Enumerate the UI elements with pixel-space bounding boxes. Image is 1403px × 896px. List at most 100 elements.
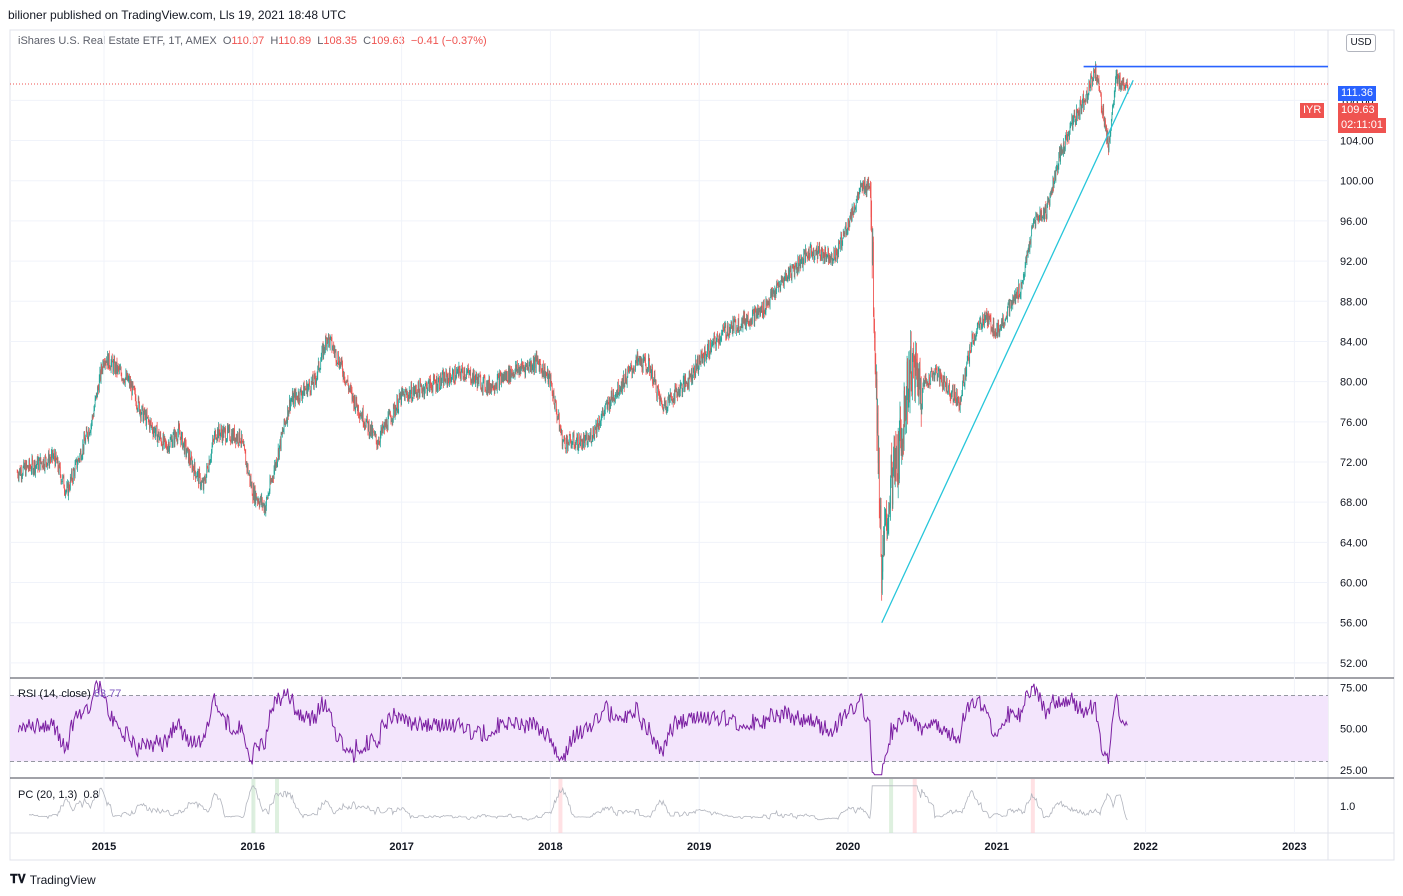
candle-body [1047,201,1049,202]
candle-body [485,388,486,391]
candle-body [1058,155,1060,167]
candle-body [394,409,396,416]
candle-body [1086,90,1088,100]
candle-body [767,303,768,305]
candle-body [315,380,317,384]
candle-body [367,421,369,432]
candle-body [220,433,221,438]
candle-body [182,443,184,449]
candle-body [458,366,460,375]
candle-body [889,505,890,510]
rsi-legend[interactable]: RSI (14, close) 63.77 [18,688,121,700]
candle-body [825,246,826,254]
candle-body [978,324,980,326]
candle-body [575,443,577,449]
candle-body [339,359,341,366]
candle-body [774,290,776,298]
candle-body [689,371,691,376]
candle-body [64,491,66,495]
candle-body [97,387,98,398]
candle-body [344,380,346,382]
candle-body [734,319,735,321]
candle-body [50,459,52,460]
candle-body [100,365,102,380]
candle-body [424,383,426,391]
candle-body [859,190,861,193]
candle-body [553,392,554,398]
pc-highlight-bar [275,779,280,833]
candle-body [453,370,454,382]
candle-body [71,471,73,480]
candle-body [765,300,767,313]
candle-body [312,375,313,383]
candle-body [945,381,946,384]
candle-body [873,241,874,310]
currency-button[interactable]: USD [1346,34,1376,52]
candle-body [914,362,916,388]
candle-body [87,437,89,439]
candle-body [470,382,472,383]
candle-body [98,378,100,393]
candle-body [811,245,812,252]
candle-body [167,447,169,452]
candle-body [228,427,229,431]
candle-body [102,361,104,372]
rsi-band [10,695,1328,762]
candle-body [240,442,242,444]
candle-body [586,434,587,436]
candle-body [441,380,443,385]
candle-body [953,399,954,402]
candle-body [932,374,934,379]
candle-body [544,366,546,380]
candle-body [226,438,228,442]
candle-body [657,387,659,389]
candle-body [624,383,626,388]
candle-body [896,447,898,480]
candle-body [1046,215,1047,219]
candle-body [717,333,718,337]
candle-body [664,401,666,408]
candle-body [845,225,846,229]
candle-body [496,384,497,390]
candle-body [925,376,927,380]
candle-body [492,381,493,388]
candle-body [727,325,728,335]
candle-body [828,248,829,263]
candle-body [391,420,393,422]
candle-body [991,330,992,331]
candle-body [390,412,391,417]
candle-body [289,399,290,411]
candle-body [211,450,212,458]
candle-body [835,249,836,260]
candle-body [668,394,669,400]
candle-body [1111,113,1113,120]
candle-body [116,361,117,373]
candle-body [329,337,331,347]
footer-brand[interactable]: 𝐓𝐕 TradingView [10,872,96,887]
candle-body [373,431,375,435]
candle-body [747,315,749,324]
candle-body [268,494,270,495]
candle-body [263,503,265,512]
candle-body [609,397,611,409]
candle-body [185,442,187,455]
pc-legend[interactable]: PC (20, 1.3) 0.8 [18,789,99,801]
candle-body [469,370,471,372]
candle-body [899,424,900,480]
candle-body [162,435,164,450]
candle-body [557,417,558,419]
candle-body [588,437,590,440]
candle-body [218,425,219,439]
candle-body [205,481,206,483]
candle-body [148,420,150,422]
candle-body [436,377,438,391]
candle-body [783,282,784,285]
candle-body [306,383,308,396]
candle-body [250,478,252,487]
candle-body [903,390,905,444]
candle-body [128,376,130,379]
candle-body [212,439,214,441]
candle-body [191,459,193,471]
candle-body [1069,126,1071,135]
